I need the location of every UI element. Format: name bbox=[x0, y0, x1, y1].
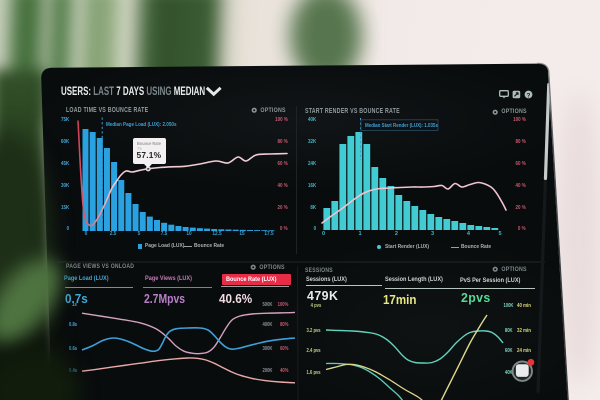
svg-text:?: ? bbox=[527, 92, 531, 99]
